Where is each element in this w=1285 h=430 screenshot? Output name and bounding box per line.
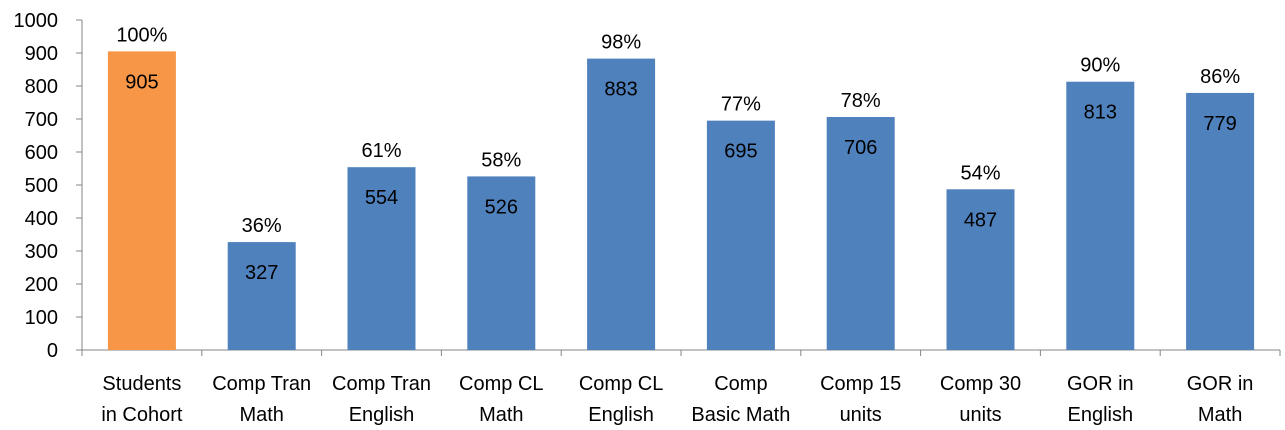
x-category-label: Comp CL — [579, 373, 663, 395]
x-category-label: GOR in — [1187, 373, 1254, 395]
x-category-label: Math — [1198, 404, 1242, 426]
x-category-label: Comp Tran — [332, 373, 431, 395]
x-category-label: English — [1067, 404, 1133, 426]
y-tick-label: 100 — [25, 307, 58, 329]
bar-value-label: 327 — [245, 262, 278, 284]
y-tick-label: 500 — [25, 175, 58, 197]
y-tick-label: 700 — [25, 109, 58, 131]
x-category-label: Basic Math — [691, 404, 790, 426]
bar — [347, 167, 416, 350]
bar-percent-label: 86% — [1200, 66, 1240, 88]
bar-percent-label: 58% — [481, 149, 521, 171]
bar-percent-label: 98% — [601, 32, 641, 54]
bar-percent-label: 61% — [361, 140, 401, 162]
bar-percent-label: 77% — [721, 94, 761, 116]
bar-percent-label: 78% — [841, 90, 881, 112]
y-tick-label: 400 — [25, 208, 58, 230]
bar — [826, 117, 895, 351]
bar-value-label: 779 — [1203, 113, 1236, 135]
bar — [587, 58, 656, 351]
x-category-label: Comp Tran — [212, 373, 311, 395]
bar-value-label: 487 — [964, 209, 997, 231]
x-category-label: English — [588, 404, 654, 426]
bar — [1186, 92, 1255, 351]
bar-percent-label: 36% — [242, 215, 282, 237]
y-tick-label: 200 — [25, 274, 58, 296]
x-category-label: units — [840, 404, 882, 426]
bar-percent-label: 54% — [960, 162, 1000, 184]
bar-value-label: 905 — [125, 71, 158, 93]
x-category-label: units — [959, 404, 1001, 426]
y-tick-label: 600 — [25, 142, 58, 164]
bar-percent-label: 100% — [116, 24, 167, 46]
bar-value-label: 706 — [844, 137, 877, 159]
x-category-label: in Cohort — [101, 404, 183, 426]
x-category-label: Comp 15 — [820, 373, 901, 395]
x-category-label: Math — [239, 404, 283, 426]
bar — [706, 120, 775, 351]
y-tick-label: 300 — [25, 241, 58, 263]
bar-value-label: 883 — [604, 79, 637, 101]
bar — [467, 176, 536, 350]
x-category-label: Comp 30 — [940, 373, 1021, 395]
y-tick-label: 900 — [25, 43, 58, 65]
x-category-label: Comp — [714, 373, 767, 395]
bar-value-label: 695 — [724, 141, 757, 163]
x-category-label: Comp CL — [459, 373, 543, 395]
bar-value-label: 526 — [485, 196, 518, 218]
y-tick-label: 0 — [47, 340, 58, 362]
x-category-label: GOR in — [1067, 373, 1134, 395]
x-category-label: Math — [479, 404, 523, 426]
x-category-label: Students — [102, 373, 181, 395]
y-tick-label: 800 — [25, 76, 58, 98]
bar — [946, 189, 1015, 350]
bar — [107, 51, 176, 350]
x-category-label: English — [349, 404, 415, 426]
bar — [1066, 81, 1135, 351]
bar-percent-label: 90% — [1080, 55, 1120, 77]
bar-value-label: 813 — [1084, 102, 1117, 124]
bar — [227, 242, 296, 350]
y-tick-label: 1000 — [14, 10, 59, 32]
bar-value-label: 554 — [365, 187, 398, 209]
